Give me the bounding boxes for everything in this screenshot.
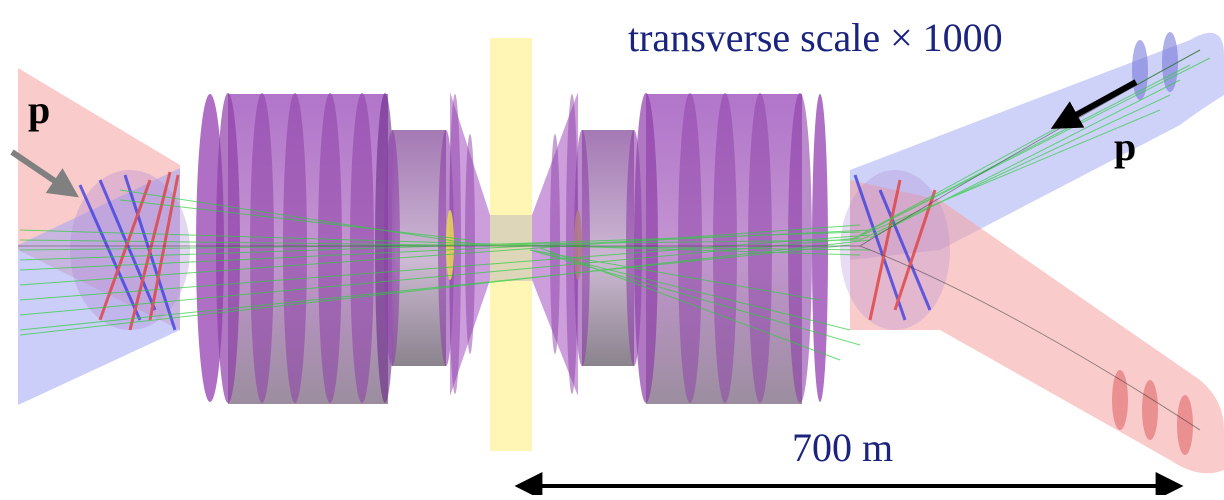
proton-left-arrow xyxy=(10,149,79,198)
distance-label: 700 m xyxy=(792,425,894,470)
proton-left-label: p xyxy=(28,87,51,132)
proton-right-arrow xyxy=(1050,79,1138,129)
left-magnet-stack xyxy=(196,92,490,404)
beam-axis xyxy=(18,49,1201,431)
right-red-beam xyxy=(850,180,1224,474)
transverse-scale-label: transverse scale × 1000 xyxy=(628,15,1003,60)
right-beam-envelopes xyxy=(840,32,1224,474)
proton-right-label: p xyxy=(1114,124,1137,169)
left-blue-beam xyxy=(18,168,180,405)
particle-tracks xyxy=(19,49,1211,361)
